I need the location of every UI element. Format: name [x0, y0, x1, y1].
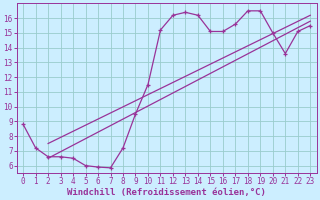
- X-axis label: Windchill (Refroidissement éolien,°C): Windchill (Refroidissement éolien,°C): [67, 188, 266, 197]
